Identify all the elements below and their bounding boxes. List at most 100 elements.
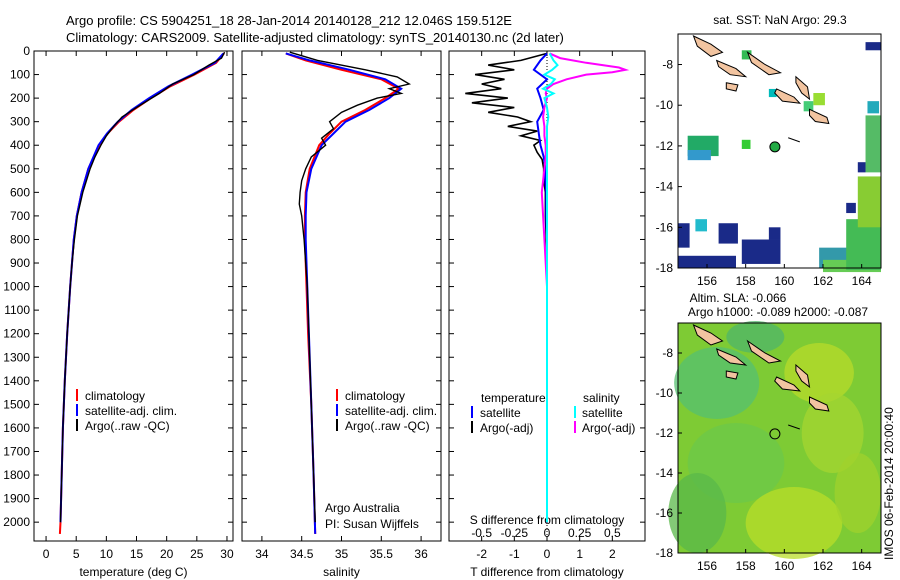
difference-xlabel: T difference from climatology: [470, 565, 624, 579]
temperature-ytick-label: 500: [10, 162, 30, 176]
sst_map-island: [795, 75, 811, 101]
sst_map-data-cell: [768, 227, 781, 240]
sst_map-ytick-label: -16: [656, 220, 674, 234]
sst_map-rennell-island: [788, 137, 800, 143]
sal-legend-label: satellite-adj. clim.: [345, 404, 437, 418]
temperature-ytick-label: 600: [10, 185, 30, 199]
sst_map-data-cell: [846, 202, 856, 214]
salinity-xlabel: salinity: [323, 565, 360, 579]
sla_map-anomaly-blob: [674, 347, 760, 419]
difference-xtick-label: -2: [476, 547, 487, 561]
imos-timestamp-label: IMOS 06-Feb-2014 20:00:40: [882, 407, 896, 560]
temperature-ytick-label: 200: [10, 91, 30, 105]
temperature-ytick-label: 400: [10, 138, 30, 152]
temperature-ytick-label: 2000: [3, 515, 30, 529]
sst_map-data-cell: [867, 101, 880, 114]
sla_map-island: [715, 348, 748, 366]
sla_map-ytick-label: -16: [656, 506, 674, 520]
sst_map-data-cell: [741, 50, 752, 60]
sst_map-xtick-label: 156: [697, 274, 717, 288]
sst_map-ytick-label: -8: [662, 58, 673, 72]
sst_map-xtick-label: 162: [813, 274, 833, 288]
salinity-xtick-label: 35.5: [370, 547, 394, 561]
temperature-xtick-label: 25: [190, 547, 204, 561]
sal-annotation-pi: PI: Susan Wijffels: [325, 517, 419, 531]
sla_map-ytick-label: -12: [656, 426, 674, 440]
sst_map-island: [746, 50, 783, 76]
sla_map-argo-marker: [769, 428, 781, 440]
temp-legend-label: Argo(..raw -QC): [85, 419, 170, 433]
diff-s-tick-label: 0: [544, 526, 551, 540]
sla_map-anomaly-blob: [801, 393, 864, 473]
sst_map-data-cell: [741, 239, 781, 264]
sal-legend-label: Argo(..raw -QC): [345, 419, 430, 433]
sla_map-xtick-label: 162: [813, 559, 833, 573]
sla_map-island: [809, 396, 830, 412]
diff-temp-legend-label: temperature: [481, 391, 546, 405]
sst_map-data-cell: [857, 162, 866, 173]
temperature-xlabel: temperature (deg C): [79, 565, 187, 579]
sla_map-anomaly-blob: [745, 487, 843, 559]
sal-argo-line: [289, 51, 412, 523]
sla_map-anomaly-blob: [784, 343, 854, 403]
temperature-ytick-label: 900: [10, 256, 30, 270]
diff-temp-legend-label: satellite: [480, 406, 521, 420]
sst_map-data-cell: [846, 219, 881, 271]
figure-title-line1: Argo profile: CS 5904251_18 28-Jan-2014 …: [66, 13, 512, 28]
diff-temp-legend-label: Argo(-adj): [480, 421, 533, 435]
sst-map-title: sat. SST: NaN Argo: 29.3: [713, 13, 847, 27]
temperature-xtick-label: 5: [73, 547, 80, 561]
sst_map-data-cell: [678, 255, 736, 268]
sst_map-ytick-label: -14: [656, 180, 674, 194]
sla_map-island: [746, 339, 783, 364]
sla_map-anomaly-blob: [726, 321, 785, 353]
sla_map-xtick-label: 158: [736, 559, 756, 573]
sst_map-data-cell: [803, 101, 814, 112]
sst_map-data-cell: [687, 149, 711, 161]
sla_map-xtick-label: 160: [774, 559, 794, 573]
sst_map-island: [809, 108, 830, 125]
sla_map-xtick-label: 164: [852, 559, 872, 573]
temp-argo-line: [59, 51, 226, 523]
temperature-ytick-label: 1500: [3, 397, 30, 411]
sst_map-argo-marker: [769, 141, 781, 153]
temperature-ytick-label: 1400: [3, 374, 30, 388]
sst_map-island: [774, 88, 802, 104]
sla_map-island: [692, 324, 724, 346]
sla_map-ytick-label: -18: [656, 546, 674, 560]
sst_map-data-cell: [865, 42, 881, 51]
salinity-xtick-label: 36: [414, 547, 428, 561]
sal-legend-label: climatology: [345, 389, 405, 403]
difference-xtick-label: -1: [509, 547, 520, 561]
diff-s-tick-label: -0.5: [471, 526, 492, 540]
temperature-xtick-label: 15: [130, 547, 144, 561]
sst_map-island: [692, 35, 724, 57]
sst_map-data-cell: [741, 139, 751, 149]
sla_map-frame: [677, 322, 882, 554]
sla_map-ytick-label: -8: [662, 346, 673, 360]
sst_map-xtick-label: 160: [774, 274, 794, 288]
sla_map-anomaly-blob: [668, 473, 727, 553]
salinity-xtick-label: 35: [335, 547, 349, 561]
sst_map-data-cell: [718, 223, 738, 244]
temperature-ytick-label: 1300: [3, 350, 30, 364]
sst_map-island: [715, 59, 748, 78]
salinity-xtick-label: 34: [255, 547, 269, 561]
figure-title-line2: Climatology: CARS2009. Satellite-adjuste…: [66, 30, 564, 45]
sla_map-rennell-island: [788, 424, 800, 430]
diff-sal-argo-line: [540, 52, 630, 523]
sst_map-ytick-label: -10: [656, 98, 674, 112]
diff-sal-legend-label: Argo(-adj): [582, 421, 635, 435]
temperature-axes-box: [33, 50, 234, 542]
sst_map-data-cell: [857, 176, 881, 228]
temperature-ytick-label: 1700: [3, 444, 30, 458]
sst_map-data-cell: [813, 93, 825, 106]
temperature-xtick-label: 20: [160, 547, 174, 561]
sla-map-title: Altim. SLA: -0.066: [690, 291, 787, 305]
sla_map-xtick-label: 156: [697, 559, 717, 573]
sst_map-data-cell: [865, 115, 881, 173]
sst_map-data-cell: [678, 223, 690, 248]
sst_map-xtick-label: 164: [852, 274, 872, 288]
diff-sal-legend-label: salinity: [583, 391, 620, 405]
